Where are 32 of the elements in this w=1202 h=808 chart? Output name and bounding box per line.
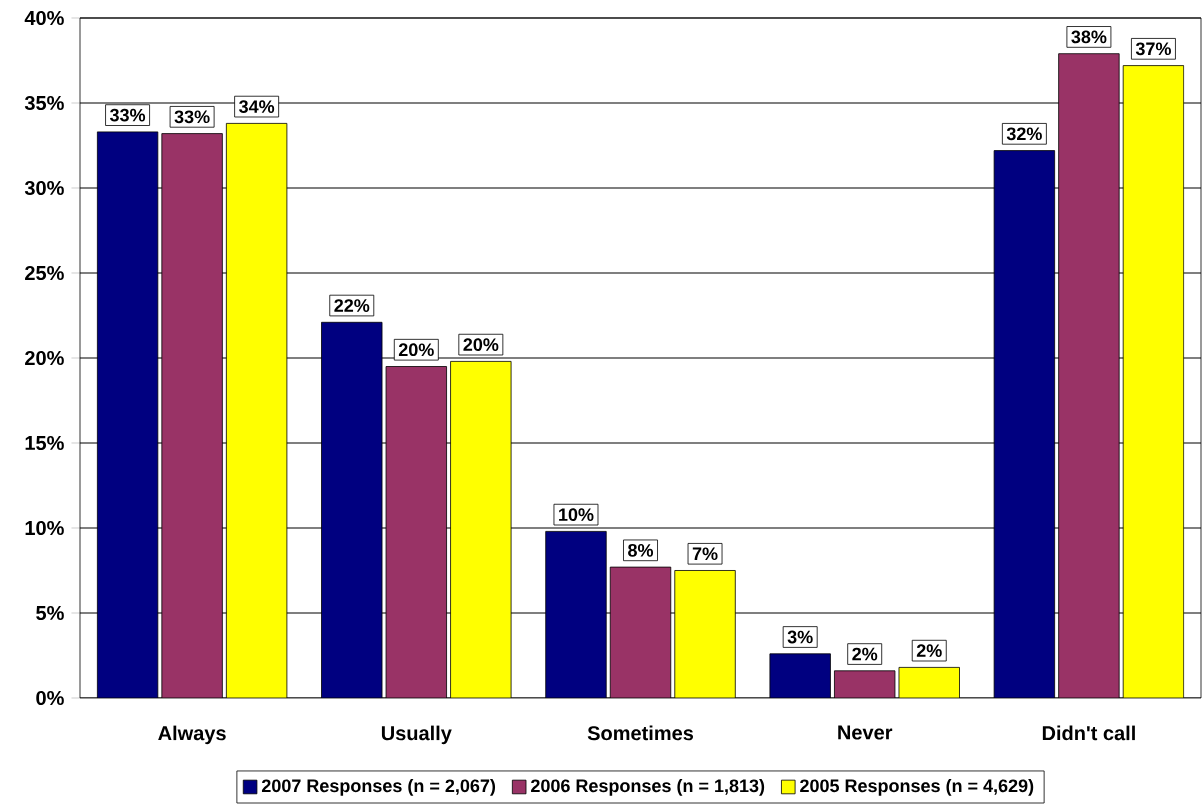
y-tick-label: 20%: [25, 350, 64, 366]
data-label: 38%: [1071, 30, 1107, 44]
y-tick-label: 35%: [24, 95, 64, 111]
y-tick-label: 15%: [25, 435, 64, 451]
legend-label: 2005 Responses (n = 4,629): [800, 778, 1034, 796]
x-tick-label: Sometimes: [587, 725, 694, 741]
x-tick-label: Always: [158, 725, 226, 745]
y-tick-label: 25%: [25, 265, 64, 281]
legend-label: 2007 Responses (n = 2,067): [261, 778, 496, 796]
y-tick-label: 30%: [24, 180, 64, 196]
data-label: 22%: [334, 299, 370, 312]
legend-label: 2006 Responses (n = 1,813): [531, 778, 765, 796]
data-label: 3%: [787, 630, 813, 644]
data-label: 33%: [109, 108, 146, 122]
data-label: 20%: [398, 343, 434, 357]
y-tick-label: 10%: [25, 520, 64, 536]
data-label: 2%: [916, 644, 942, 657]
x-tick-label: Usually: [381, 725, 452, 745]
data-label: 34%: [239, 100, 275, 113]
data-label: 37%: [1135, 42, 1171, 56]
data-label: 10%: [559, 508, 594, 522]
data-label: 8%: [628, 543, 654, 557]
data-label: 33%: [174, 110, 210, 124]
y-tick-label: 0%: [36, 690, 64, 706]
y-tick-label: 5%: [36, 605, 64, 621]
x-tick-label: Didn't call: [1042, 725, 1135, 741]
y-tick-label: 40%: [24, 10, 64, 26]
data-label: 7%: [692, 547, 718, 561]
data-label: 20%: [463, 338, 499, 352]
data-label: 32%: [1006, 127, 1042, 141]
x-tick-label: Never: [838, 725, 893, 740]
data-label: 2%: [852, 647, 878, 661]
